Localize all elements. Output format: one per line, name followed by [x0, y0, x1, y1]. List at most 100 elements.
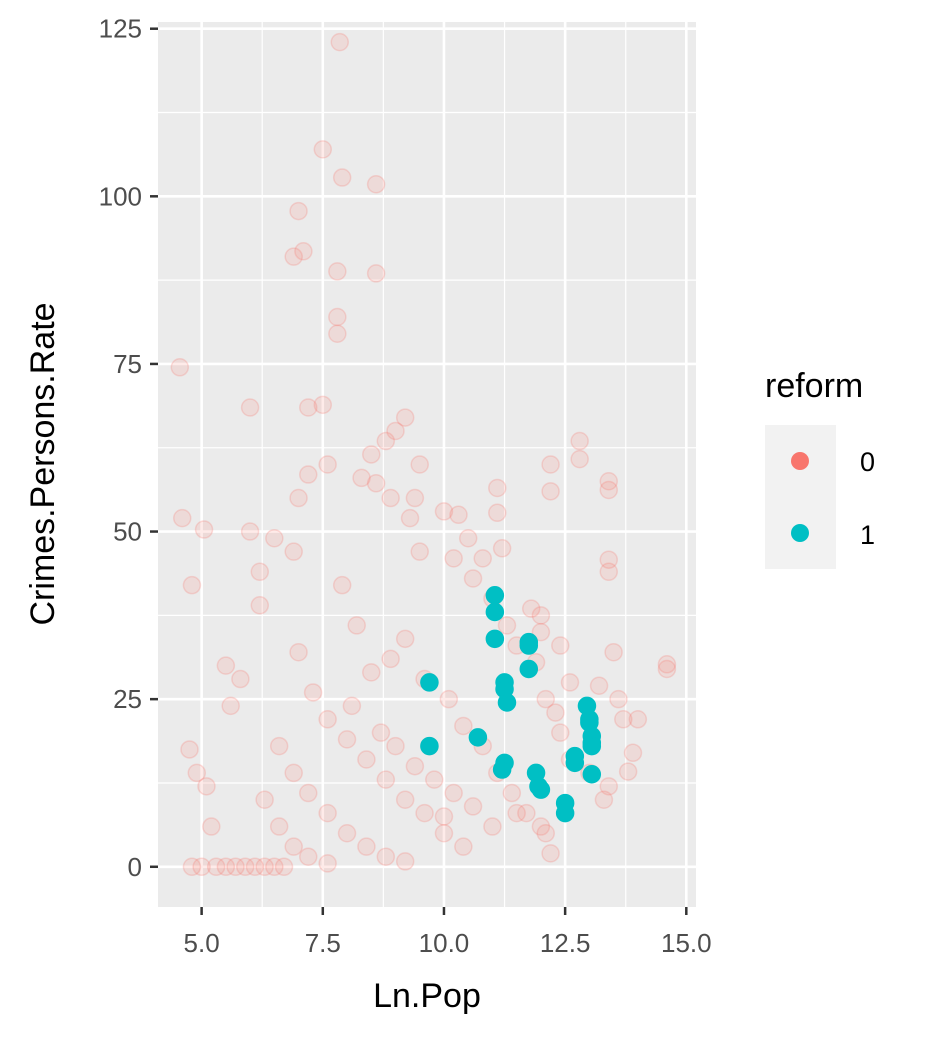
point-reform-0 [337, 730, 357, 749]
point-reform-0 [376, 431, 396, 451]
point-reform-0 [284, 542, 303, 561]
point-reform-0 [497, 616, 517, 635]
point-reform-0 [187, 763, 207, 783]
point-reform-0 [507, 803, 526, 823]
y-axis-title: Crimes.Persons.Rate [24, 302, 62, 625]
point-reform-0 [541, 455, 560, 474]
point-reform-0 [216, 656, 236, 675]
point-reform-0 [381, 649, 400, 669]
point-reform-0 [463, 797, 483, 816]
point-reform-0 [318, 854, 337, 873]
point-reform-0 [274, 857, 294, 877]
point-reform-1 [468, 728, 488, 747]
point-reform-0 [299, 847, 318, 866]
point-reform-0 [328, 307, 347, 327]
point-reform-0 [531, 817, 551, 836]
point-reform-0 [439, 689, 459, 709]
x-tick-label: 12.5 [540, 928, 591, 958]
legend-label-0: 0 [860, 447, 875, 477]
point-reform-0 [269, 817, 289, 836]
point-reform-0 [376, 847, 396, 866]
point-reform-0 [357, 837, 376, 856]
point-reform-0 [303, 683, 323, 702]
point-reform-0 [284, 247, 303, 266]
point-reform-0 [318, 455, 337, 474]
point-reform-0 [216, 857, 236, 877]
point-reform-0 [299, 465, 318, 484]
point-reform-0 [657, 659, 677, 679]
point-reform-0 [405, 756, 425, 776]
point-reform-0 [657, 655, 677, 674]
point-reform-0 [231, 669, 250, 689]
point-reform-0 [425, 770, 444, 789]
point-reform-0 [502, 783, 522, 803]
point-reform-1 [565, 753, 585, 773]
point-reform-0 [180, 740, 199, 759]
point-reform-0 [192, 857, 211, 877]
point-reform-0 [492, 539, 512, 558]
point-reform-0 [599, 472, 619, 491]
point-reform-0 [488, 503, 507, 523]
point-reform-0 [289, 642, 308, 662]
point-reform-0 [294, 242, 313, 261]
point-reform-0 [541, 844, 560, 863]
point-reform-1 [485, 585, 505, 605]
point-reform-0 [318, 803, 337, 823]
point-reform-1 [519, 636, 539, 655]
point-reform-0 [342, 696, 362, 716]
point-reform-0 [255, 857, 274, 877]
x-tick-label: 7.5 [305, 928, 341, 958]
point-reform-0 [594, 790, 614, 809]
point-reform-0 [570, 431, 589, 451]
point-reform-0 [395, 852, 415, 871]
y-tick-label: 25 [113, 684, 142, 714]
point-reform-0 [289, 488, 308, 508]
point-reform-0 [269, 736, 289, 756]
point-reform-1 [497, 693, 517, 712]
point-reform-0 [599, 777, 619, 796]
point-reform-0 [240, 522, 260, 541]
point-reform-0 [628, 710, 648, 729]
point-reform-0 [546, 703, 565, 722]
point-reform-0 [332, 575, 352, 595]
point-reform-0 [197, 777, 216, 796]
point-reform-0 [206, 857, 226, 877]
point-reform-0 [541, 482, 560, 501]
point-reform-0 [376, 770, 396, 789]
point-reform-0 [614, 710, 633, 729]
point-reform-0 [347, 616, 366, 635]
y-tick-label: 75 [113, 349, 142, 379]
point-reform-0 [371, 723, 391, 742]
point-reform-0 [313, 140, 333, 159]
point-reform-0 [202, 817, 221, 836]
point-reform-0 [366, 175, 386, 194]
point-reform-0 [521, 599, 541, 618]
point-reform-0 [289, 201, 308, 221]
point-reform-0 [536, 824, 555, 843]
minor-gridlines [158, 22, 696, 907]
point-reform-1 [420, 736, 439, 756]
point-reform-0 [531, 606, 551, 625]
point-reform-0 [366, 474, 386, 493]
point-reform-0 [362, 445, 381, 464]
point-reform-0 [604, 642, 623, 662]
point-reform-0 [405, 488, 425, 508]
point-reform-0 [536, 689, 555, 709]
point-reform-0 [570, 449, 589, 469]
point-reform-0 [599, 550, 619, 569]
point-reform-0 [284, 837, 303, 856]
point-reform-0 [226, 857, 245, 877]
point-reform-0 [463, 569, 483, 588]
point-reform-0 [299, 783, 318, 803]
point-reform-0 [395, 629, 415, 649]
point-reform-0 [381, 488, 400, 508]
legend-title: reform [765, 367, 863, 405]
y-tick-label: 50 [113, 517, 142, 547]
point-reform-0 [454, 716, 473, 736]
point-reform-0 [332, 168, 352, 187]
point-reform-1 [420, 673, 439, 692]
point-reform-0 [551, 723, 570, 742]
point-reform-0 [284, 763, 303, 783]
point-reform-0 [400, 508, 420, 528]
point-reform-0 [618, 762, 638, 781]
